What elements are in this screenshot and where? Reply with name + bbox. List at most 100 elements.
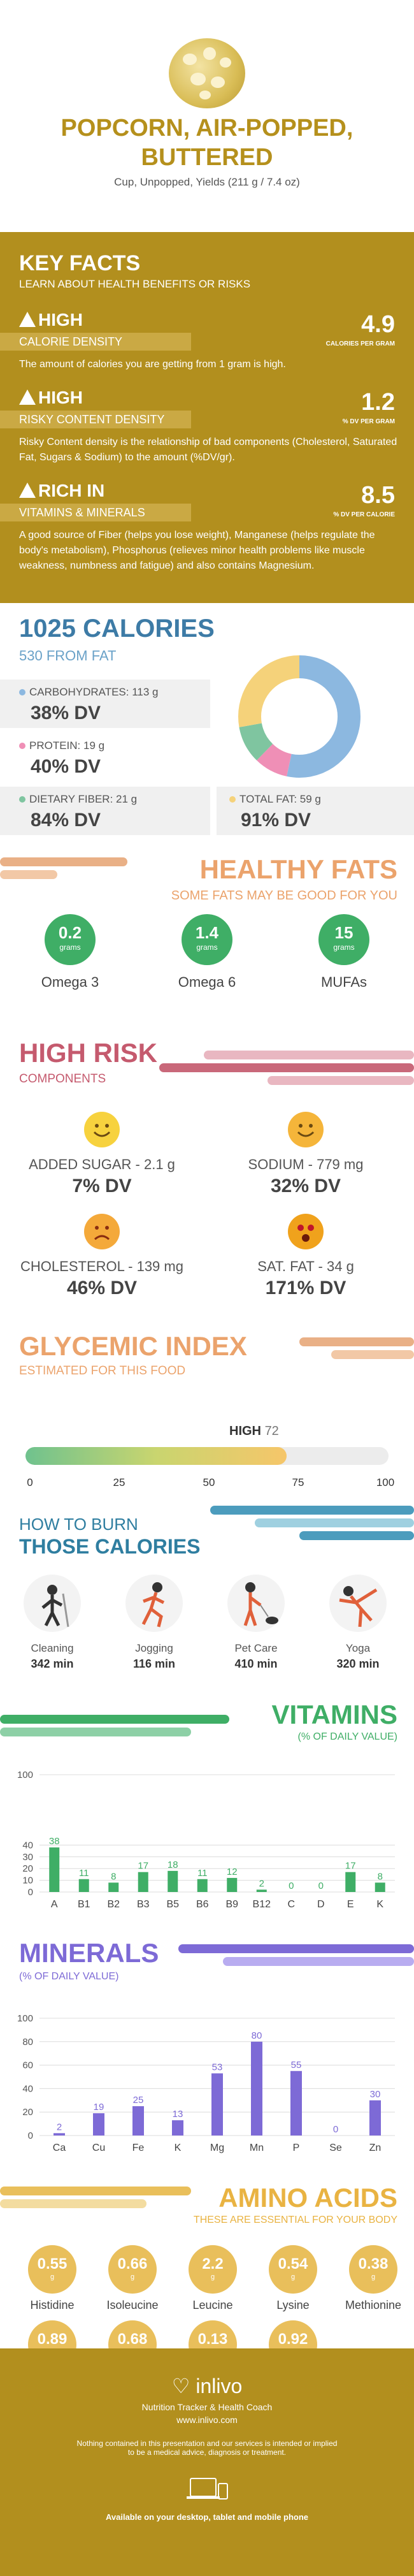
omega3-label: Omega 3 [41,974,99,990]
vitamins-minerals-name: VITAMINS & MINERALS [0,504,191,521]
bar-value-label: 11 [197,1868,208,1879]
amino-label-lysine: Lysine [276,2299,310,2311]
calorie-density-name: CALORIE DENSITY [0,333,191,351]
vitamins-minerals-level: RICH IN [19,481,104,501]
macro-protein: PROTEIN: 19 g 40% DV [0,733,210,782]
decor-stripe [204,1051,414,1059]
cleaning-icon [24,1575,81,1632]
footer-disclaimer: Nothing contained in this presentation a… [76,2439,338,2457]
high-risk-title: HIGH RISK [19,1038,158,1068]
bar-value-label: 0 [318,1881,324,1891]
bar-B5 [168,1870,178,1892]
decor-stripe [268,1076,414,1085]
header: POPCORN, AIR-POPPED, BUTTERED Cup, Unpop… [0,0,414,210]
activity-cleaning: Cleaning 342 min [8,1575,97,1671]
x-tick-label: E [347,1899,354,1910]
amino-badge-lysine: 0.54 g [269,2245,317,2294]
amino-label-methionine: Methionine [345,2299,402,2311]
x-tick-label: B3 [137,1899,150,1910]
healthy-fats-subtitle: SOME FATS MAY BE GOOD FOR YOU [171,889,397,903]
macro-carbohydrates: CARBOHYDRATES: 113 g 38% DV [0,680,210,728]
bar-Zn [369,2100,381,2136]
amino-label-isoleucine: Isoleucine [106,2299,159,2311]
calories-from-fat: 530 FROM FAT [19,648,117,664]
amino-badge-leucine: 2.2 g [189,2245,237,2294]
devices-icon [0,2476,414,2507]
y-tick-label: 20 [22,1863,33,1874]
bar-value-label: 38 [49,1836,60,1847]
decor-stripe [331,1350,414,1359]
bar-Mg [211,2073,223,2136]
x-tick-label: C [287,1899,295,1910]
decor-stripe [255,1518,414,1527]
bar-A [49,1847,60,1892]
bar-K [172,2120,183,2136]
key-facts-title: KEY FACTS [19,251,141,275]
vitamins-bar-chart: 01020304010038A11B18B217B318B511B612B92B… [17,1770,395,1910]
x-tick-label: Mg [210,2143,224,2153]
bar-K [375,1882,385,1892]
glycemic-tick: 50 [203,1476,215,1488]
x-tick-label: Cu [92,2143,105,2153]
decor-stripe [0,2187,191,2195]
glycemic-tick: 75 [292,1476,304,1488]
x-tick-label: B9 [225,1899,238,1910]
sad-face-icon [84,1214,120,1249]
x-tick-label: Ca [53,2143,66,2153]
x-tick-label: B6 [196,1899,209,1910]
vitamins-title: VITAMINS [271,1699,397,1729]
key-facts-subtitle: LEARN ABOUT HEALTH BENEFITS OR RISKS [19,278,251,290]
glycemic-tick: 0 [27,1476,33,1488]
amino-badge-methionine: 0.38 g [349,2245,397,2294]
calorie-density-level: HIGH [19,310,83,330]
y-tick-label: 20 [22,2107,33,2118]
bar-B6 [197,1879,208,1892]
footer-tagline: Nutrition Tracker & Health Coach [141,2402,273,2412]
glycemic-tick: 25 [113,1476,125,1488]
minerals-bar-chart: 0 20 40 60 80 100 2 Ca 19 Cu 25 Fe 13 K 53 Mg 80 Mn 55 P 0 Se… [17,2013,395,2153]
x-tick-label: B1 [78,1899,90,1910]
yoga-icon [329,1575,387,1632]
omega6-badge: 1.4 grams [182,914,232,965]
bar-value-label: 11 [79,1868,89,1879]
bar-Fe [132,2106,144,2136]
minerals-subtitle: (% OF DAILY VALUE) [19,1971,119,1982]
x-tick-label: B12 [253,1899,271,1910]
happy-face-icon [288,1112,324,1147]
y-tick-label: 30 [22,1852,33,1863]
x-tick-label: Zn [369,2143,382,2153]
popcorn-image [169,38,245,108]
omega6-label: Omega 6 [178,974,236,990]
x-tick-label: D [317,1899,325,1910]
activity-jogging: Jogging 116 min [110,1575,199,1671]
cholesterol-label: CHOLESTEROL - 139 mg [20,1258,183,1274]
decor-stripe [0,1715,229,1724]
worried-face-icon [288,1214,324,1249]
x-tick-label: P [293,2143,300,2153]
bar-value-label: 53 [212,2062,223,2072]
bar-value-label: 17 [345,1861,356,1872]
activity-yoga: Yoga 320 min [313,1575,403,1671]
jogging-icon [125,1575,183,1632]
amino-badge-histidine: 0.55 g [28,2245,76,2294]
y-tick-label: 100 [17,1770,33,1780]
added-sugar-label: ADDED SUGAR - 2.1 g [29,1156,175,1172]
footer: ♡ inlivo Nutrition Tracker & Health Coac… [0,2348,414,2576]
heart-logo-icon: ♡ [171,2375,190,2398]
mufas-label: MUFAs [320,974,368,990]
macros-donut-chart [238,655,360,778]
glycemic-bar [25,1447,389,1465]
vitamins-subtitle: (% OF DAILY VALUE) [297,1731,397,1742]
calorie-density-desc: The amount of calories you are getting f… [19,359,286,370]
bar-E [345,1872,356,1892]
macro-fiber: DIETARY FIBER: 21 g 84% DV [0,787,210,835]
y-tick-label: 100 [17,2013,33,2024]
bar-B2 [108,1882,119,1892]
decor-stripe [159,1063,414,1072]
y-tick-label: 0 [28,1887,33,1898]
risky-density-level: HIGH [19,388,83,408]
risky-density-unit: % DV PER GRAM [342,418,395,425]
bar-value-label: 55 [291,2060,302,2070]
footer-url[interactable]: www.inlivo.com [176,2415,238,2425]
